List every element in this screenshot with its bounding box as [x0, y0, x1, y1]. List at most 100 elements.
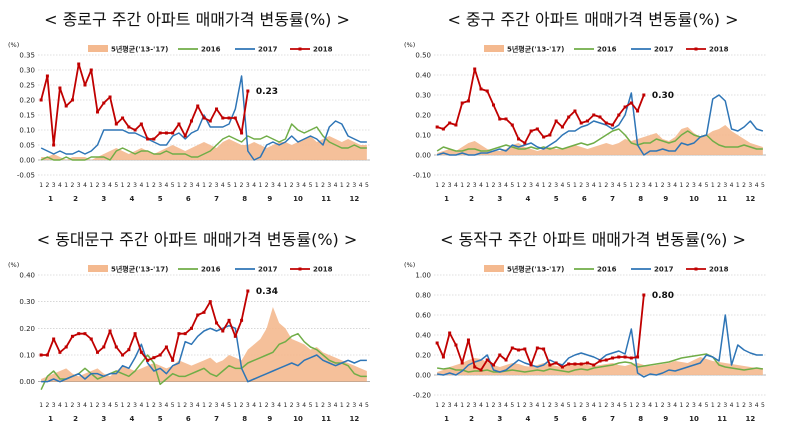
week-tick-label: 4 — [221, 182, 225, 189]
week-tick-label: 3 — [473, 402, 477, 409]
week-tick-label: 4 — [673, 182, 677, 189]
week-tick-label: 4 — [108, 402, 112, 409]
week-tick-label: 2 — [71, 402, 75, 409]
y-unit-label: (%) — [8, 41, 19, 49]
week-tick-label: 1 — [121, 402, 125, 409]
month-label: 7 — [214, 415, 219, 423]
week-tick-label: 5 — [567, 402, 571, 409]
y-tick-label: -0.05 — [17, 172, 35, 180]
week-tick-label: 2 — [265, 402, 269, 409]
month-label: 1 — [444, 195, 449, 203]
week-tick-label: 2 — [742, 402, 746, 409]
series-2018-point — [517, 137, 521, 141]
month-label: 6 — [582, 415, 587, 423]
legend-2017-label: 2017 — [654, 266, 674, 274]
series-2018-point — [554, 361, 558, 365]
series-2018-point — [560, 365, 564, 369]
series-2018-point — [573, 362, 577, 366]
month-label: 9 — [267, 195, 272, 203]
series-2018-point — [152, 356, 156, 360]
week-tick-label: 3 — [642, 402, 646, 409]
series-2018-point — [45, 74, 49, 78]
series-2018-point — [64, 345, 68, 349]
week-tick-label: 1 — [315, 182, 319, 189]
week-tick-label: 4 — [83, 182, 87, 189]
week-tick-label: 2 — [240, 402, 244, 409]
week-tick-label: 1 — [39, 402, 43, 409]
y-tick-label: 0.00 — [415, 152, 431, 160]
week-tick-label: 4 — [334, 182, 338, 189]
month-label: 1 — [48, 415, 53, 423]
week-tick-label: 1 — [435, 182, 439, 189]
series-2018-point — [121, 353, 125, 357]
week-tick-label: 3 — [498, 182, 502, 189]
series-2018-point — [523, 141, 527, 145]
y-tick-label: 0.20 — [19, 325, 35, 333]
week-tick-label: 2 — [523, 182, 527, 189]
week-tick-label: 2 — [742, 182, 746, 189]
week-tick-label: 1 — [485, 402, 489, 409]
series-2017-line — [40, 75, 367, 161]
series-2018-point — [448, 121, 452, 125]
legend-5yr-average-label: 5년평균('13-'17) — [111, 45, 168, 54]
series-2018-point — [485, 358, 489, 362]
week-tick-label: 1 — [89, 182, 93, 189]
legend-2018-marker — [298, 47, 302, 51]
week-tick-label: 2 — [441, 402, 445, 409]
week-tick-label: 4 — [334, 402, 338, 409]
series-2018-point — [96, 110, 100, 114]
series-2018-point — [70, 98, 74, 102]
week-tick-label: 3 — [77, 182, 81, 189]
week-tick-label: 2 — [548, 402, 552, 409]
week-tick-label: 4 — [561, 182, 565, 189]
week-tick-label: 2 — [467, 182, 471, 189]
week-tick-label: 2 — [208, 402, 212, 409]
week-tick-label: 1 — [64, 182, 68, 189]
series-2018-point — [604, 358, 608, 362]
chart-title: < 종로구 주간 아파트 매매가격 변동률(%) > — [44, 10, 350, 29]
week-tick-label: 3 — [158, 402, 162, 409]
series-2018-point — [89, 68, 93, 72]
y-tick-label: 0.60 — [415, 312, 431, 320]
week-tick-label: 3 — [102, 402, 106, 409]
week-tick-label: 4 — [617, 402, 621, 409]
week-tick-label: 5 — [705, 182, 709, 189]
series-2018-point — [479, 368, 483, 372]
week-tick-label: 4 — [58, 182, 62, 189]
week-tick-label: 3 — [667, 182, 671, 189]
series-2018-point — [441, 355, 445, 359]
series-2018-point — [636, 109, 640, 113]
series-2018-point — [189, 119, 193, 123]
week-tick-label: 1 — [89, 402, 93, 409]
week-tick-label: 1 — [711, 402, 715, 409]
series-2018-line — [41, 290, 249, 362]
week-tick-label: 3 — [133, 402, 137, 409]
week-tick-label: 1 — [517, 182, 521, 189]
week-tick-label: 1 — [460, 182, 464, 189]
week-tick-label: 3 — [692, 402, 696, 409]
series-2018-point — [567, 362, 571, 366]
week-tick-label: 5 — [114, 402, 118, 409]
legend-2018-marker — [298, 267, 302, 271]
series-2018-point — [39, 353, 43, 357]
week-tick-label: 4 — [277, 402, 281, 409]
month-label: 4 — [130, 415, 135, 423]
week-tick-label: 5 — [227, 182, 231, 189]
series-2018-point — [146, 358, 150, 362]
month-label: 11 — [321, 415, 331, 423]
week-tick-label: 2 — [290, 182, 294, 189]
week-tick-label: 4 — [302, 402, 306, 409]
week-tick-label: 2 — [686, 402, 690, 409]
series-2018-point — [70, 334, 74, 338]
month-label: 7 — [214, 195, 219, 203]
week-tick-label: 4 — [359, 182, 363, 189]
series-2018-point — [246, 289, 250, 293]
month-label: 7 — [610, 415, 615, 423]
series-2017-line — [436, 92, 764, 156]
week-tick-label: 2 — [127, 182, 131, 189]
week-tick-label: 2 — [321, 402, 325, 409]
series-2018-point — [542, 347, 546, 351]
series-2018-point — [158, 131, 162, 135]
month-label: 3 — [101, 195, 106, 203]
series-2018-point — [83, 332, 87, 336]
